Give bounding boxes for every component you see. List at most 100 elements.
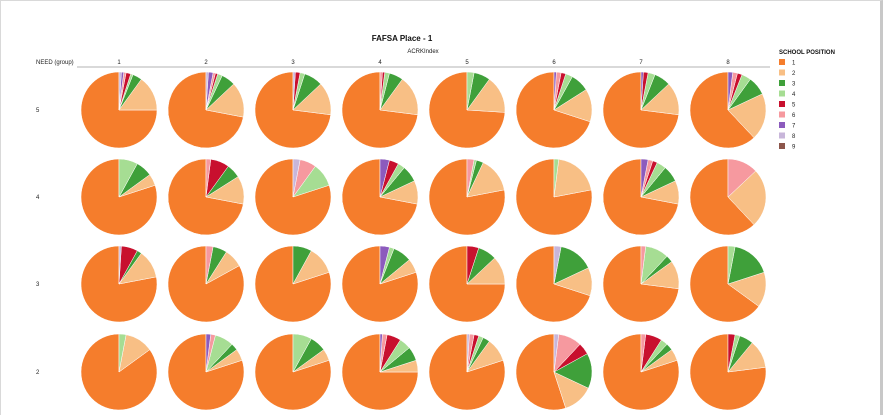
pies <box>80 71 767 411</box>
legend-label: 1 <box>792 61 796 67</box>
column-axis-label: ACRKIndex <box>407 49 438 55</box>
pie-slice-5 <box>466 245 480 285</box>
legend-swatch <box>779 90 785 97</box>
column-header: 5 <box>465 60 469 66</box>
pie <box>254 333 332 411</box>
column-header: 4 <box>378 60 382 66</box>
row-label: 4 <box>36 195 40 201</box>
pie-slice-4 <box>466 71 475 111</box>
pie <box>341 71 419 149</box>
pie <box>689 245 767 323</box>
legend-swatch <box>779 101 785 107</box>
pie-slice-4 <box>118 158 138 198</box>
pie-slice-6 <box>205 158 212 198</box>
legend-label: 6 <box>792 113 796 119</box>
pie-slice-1 <box>515 333 567 411</box>
legend-swatch <box>779 111 785 118</box>
legend-swatch <box>779 80 785 86</box>
pie <box>167 245 245 323</box>
pie <box>167 71 245 149</box>
pie <box>602 333 680 411</box>
pie-slice-5 <box>727 333 736 373</box>
pie-slice-8 <box>553 245 562 285</box>
pie-slice-2 <box>727 93 767 139</box>
pie-slice-8 <box>118 245 122 285</box>
pie <box>80 71 158 149</box>
legend-label: 2 <box>792 71 796 77</box>
pie-slice-8 <box>553 333 560 373</box>
pie-slice-6 <box>205 245 214 285</box>
pie-slice-8 <box>292 158 301 198</box>
legend-label: 8 <box>792 134 796 140</box>
pie-slice-7 <box>379 158 390 198</box>
column-header: 1 <box>117 60 121 66</box>
legend-swatch <box>779 122 785 128</box>
pie-slice-1 <box>341 333 419 411</box>
pie <box>341 245 419 323</box>
pie-slice-1 <box>689 245 760 323</box>
legend-label: 5 <box>792 103 796 109</box>
pie-slice-4 <box>292 333 312 373</box>
row-axis-label: NEED (group) <box>36 60 74 66</box>
pie <box>602 71 680 149</box>
legend: SCHOOL POSITION 1 2 3 4 5 6 7 8 9 <box>779 50 835 151</box>
pie-slice-6 <box>727 158 757 198</box>
pie-slice-3 <box>292 245 312 285</box>
row-label: 2 <box>36 370 40 376</box>
pie <box>689 333 767 411</box>
pie-slice-6 <box>379 71 383 111</box>
legend-swatch <box>779 69 785 76</box>
pie-slice-7 <box>727 71 734 111</box>
pie <box>515 158 593 236</box>
row-label: 3 <box>36 282 40 288</box>
pie-slice-1 <box>515 71 591 149</box>
pie-slice-7 <box>640 158 649 198</box>
legend-label: 9 <box>792 145 796 151</box>
pie-slice-2 <box>727 170 767 226</box>
pie-slice-1 <box>689 71 755 149</box>
column-header: 7 <box>639 60 643 66</box>
pie-slice-1 <box>80 71 158 149</box>
pie <box>167 158 245 236</box>
pie <box>602 245 680 323</box>
column-header: 3 <box>291 60 295 66</box>
pie <box>254 71 332 149</box>
pie <box>80 333 158 411</box>
pie-slice-1 <box>428 245 506 323</box>
pie <box>428 71 506 149</box>
legend-label: 7 <box>792 124 796 130</box>
pie-slice-8 <box>466 333 470 373</box>
legend-title: SCHOOL POSITION <box>779 50 835 56</box>
pie <box>689 71 767 149</box>
pie-slice-6 <box>466 158 475 198</box>
pie-slice-8 <box>205 71 209 111</box>
row-label: 5 <box>36 108 40 114</box>
pie-slice-8 <box>292 71 296 111</box>
pie <box>254 245 332 323</box>
pie <box>515 71 593 149</box>
legend-swatch <box>779 132 785 139</box>
chart-title: FAFSA Place - 1 <box>372 34 433 43</box>
pie <box>167 333 245 411</box>
pie-slice-8 <box>118 71 122 111</box>
pie-slice-1 <box>167 245 245 323</box>
row-labels: 5 4 3 2 <box>36 108 40 376</box>
pie <box>602 158 680 236</box>
pie-slice-1 <box>689 158 755 236</box>
column-header: 8 <box>726 60 730 66</box>
pie-slice-1 <box>515 245 591 323</box>
pie-slice-7 <box>640 71 644 111</box>
pie <box>515 333 593 411</box>
pie-slice-1 <box>689 333 767 411</box>
pie <box>428 245 506 323</box>
pie-slice-4 <box>553 158 560 198</box>
legend-swatch <box>779 143 785 149</box>
column-headers: 1 2 3 4 5 6 7 8 <box>117 60 730 66</box>
pie-slice-4 <box>118 333 127 373</box>
pie-slice-6 <box>640 333 647 373</box>
pie <box>689 158 767 236</box>
pie <box>254 158 332 236</box>
pie <box>341 333 419 411</box>
column-header: 2 <box>204 60 208 66</box>
